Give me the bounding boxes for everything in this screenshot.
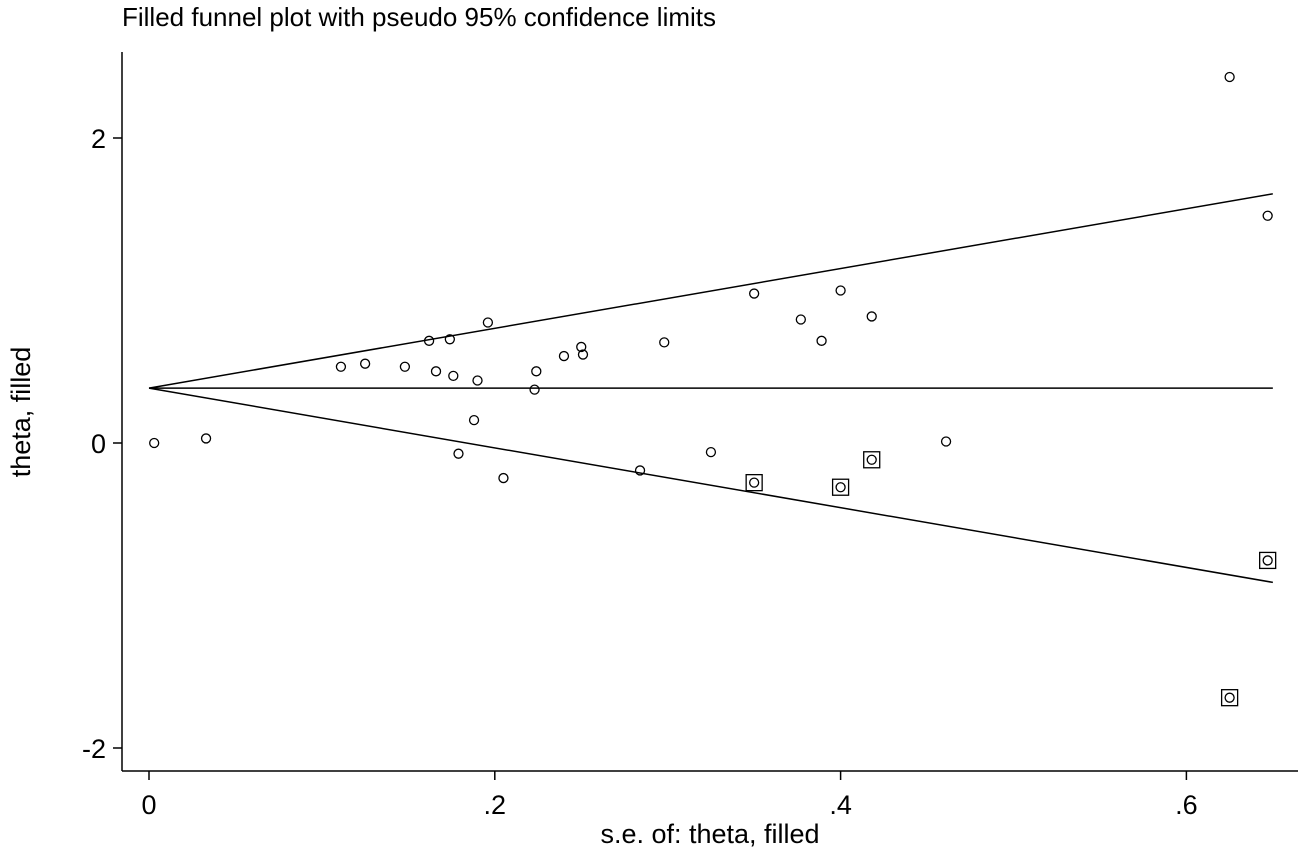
study-point [200,433,212,444]
study-point [576,341,587,353]
study-point [453,448,464,459]
y-ticks: -2 0 2 [82,124,122,764]
imputed-marker-square [863,451,881,469]
study-point [795,314,806,325]
study-point [444,334,455,345]
study-point [468,414,480,426]
funnel-lines [148,193,1273,584]
imputed-study-point [745,473,763,492]
study-point [749,288,760,299]
imputed-marker-square [831,478,850,496]
data-points [149,71,1277,707]
x-tick-label: .4 [829,790,852,820]
study-point [430,366,442,377]
y-tick-label: -2 [82,734,106,764]
imputed-marker-square [1259,551,1277,570]
study-point [448,370,459,382]
imputed-marker-circle [749,477,760,488]
study-point [531,366,542,377]
study-point [940,436,952,447]
study-point [529,384,540,395]
study-point [335,361,347,372]
chart-title: Filled funnel plot with pseudo 95% confi… [122,2,716,32]
study-point [482,317,494,328]
imputed-marker-circle [1262,555,1273,566]
x-tick-label: 0 [141,790,156,820]
imputed-study-point [863,451,881,469]
imputed-marker-circle [866,454,877,465]
study-point [558,350,570,362]
study-point [149,437,160,449]
y-axis-label: theta, filled [6,347,36,478]
study-point [705,446,717,458]
x-tick-label: .2 [484,790,507,820]
study-point [659,337,670,348]
upper-confidence-limit-line [148,193,1273,389]
x-axis-label: s.e. of: theta, filled [600,819,819,849]
x-tick-label: .6 [1175,790,1198,820]
axes [121,52,1298,772]
imputed-study-point [1259,551,1277,570]
study-point [472,375,483,386]
y-tick-label: 2 [91,124,106,154]
study-point [1224,71,1235,83]
imputed-marker-circle [835,482,846,493]
study-point [399,361,411,372]
study-point [816,335,827,346]
lower-confidence-limit-line [148,387,1273,584]
imputed-marker-circle [1224,692,1235,703]
x-ticks: 0 .2 .4 .6 [141,771,1198,820]
study-point [634,465,646,476]
imputed-study-point [831,478,850,496]
y-tick-label: 0 [91,429,106,459]
study-point [835,285,846,296]
imputed-study-point [1220,689,1239,707]
imputed-marker-square [1220,689,1239,707]
study-point [359,358,371,369]
study-point [866,311,877,322]
study-point [1262,210,1273,221]
study-point [577,349,589,360]
study-point [498,472,509,484]
imputed-marker-square [745,473,763,492]
study-point [423,335,435,346]
